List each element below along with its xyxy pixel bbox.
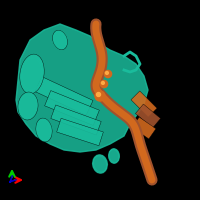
Ellipse shape <box>92 154 108 174</box>
FancyBboxPatch shape <box>57 118 103 146</box>
Circle shape <box>100 80 108 88</box>
Ellipse shape <box>108 148 120 164</box>
FancyBboxPatch shape <box>131 91 157 117</box>
FancyBboxPatch shape <box>45 91 99 125</box>
FancyBboxPatch shape <box>51 105 101 135</box>
Circle shape <box>95 91 105 101</box>
Circle shape <box>105 71 108 74</box>
FancyBboxPatch shape <box>132 117 156 139</box>
Circle shape <box>101 81 104 84</box>
Circle shape <box>104 70 112 78</box>
Ellipse shape <box>18 92 38 120</box>
Ellipse shape <box>53 30 67 50</box>
FancyBboxPatch shape <box>135 104 161 128</box>
FancyBboxPatch shape <box>35 77 93 115</box>
Polygon shape <box>16 24 148 152</box>
Circle shape <box>96 92 101 97</box>
Ellipse shape <box>20 54 44 94</box>
Ellipse shape <box>36 118 52 142</box>
